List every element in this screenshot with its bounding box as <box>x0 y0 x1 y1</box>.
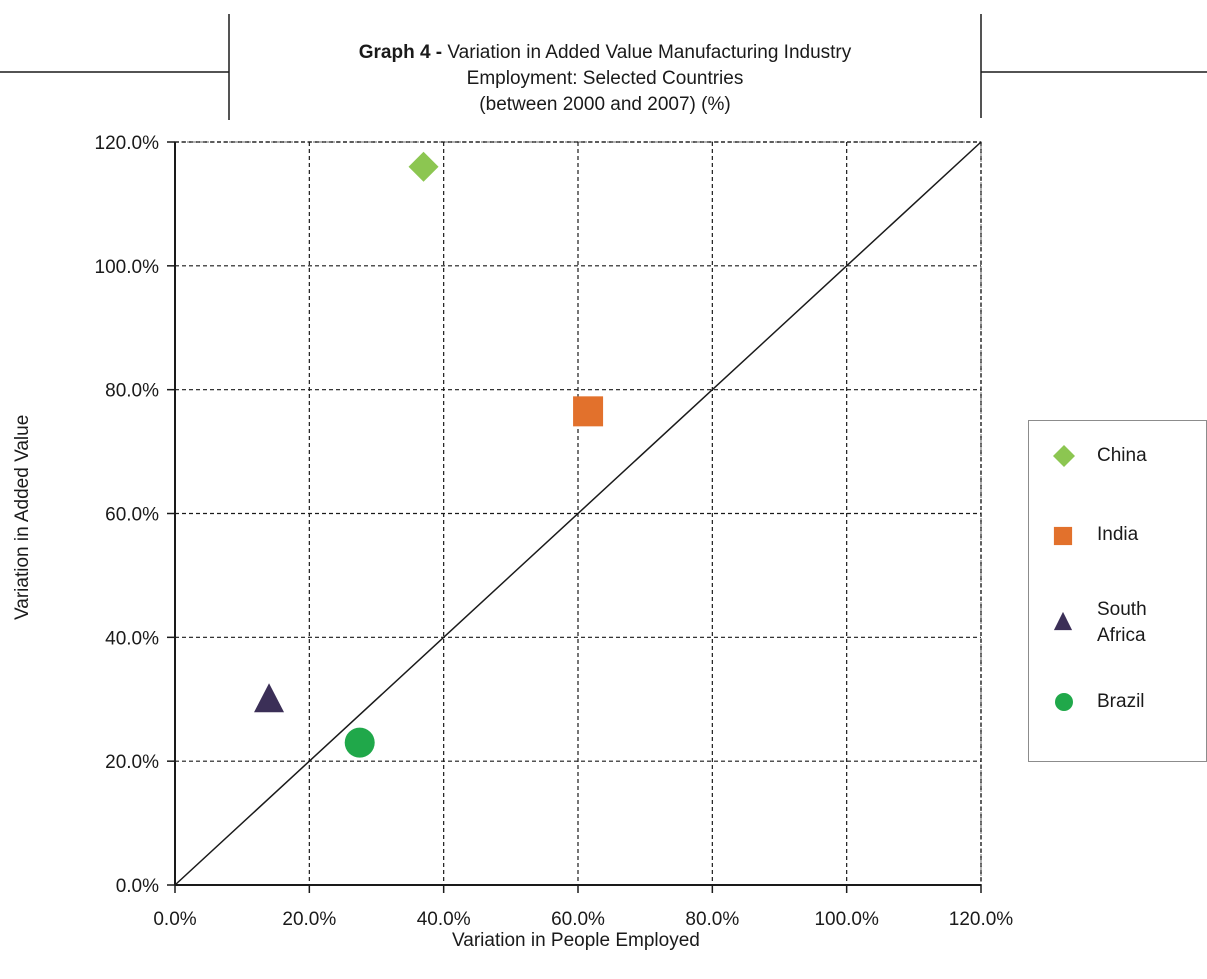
legend-diamond-icon <box>1053 445 1075 467</box>
title-line-1: Graph 4 - Variation in Added Value Manuf… <box>229 40 981 66</box>
x-tick-label: 80.0% <box>685 909 739 930</box>
y-tick-label: 40.0% <box>105 628 159 649</box>
data-point-brazil <box>344 727 375 758</box>
legend-triangle-icon <box>1053 611 1073 631</box>
y-tick-label: 60.0% <box>105 505 159 526</box>
y-tick-label: 100.0% <box>95 257 160 278</box>
data-points <box>254 151 604 758</box>
legend-label-india: India <box>1097 524 1139 545</box>
y-tick-label: 0.0% <box>116 876 159 897</box>
x-tick-label: 100.0% <box>814 909 879 930</box>
x-tick-label: 0.0% <box>153 909 196 930</box>
chart-title: Graph 4 - Variation in Added Value Manuf… <box>229 40 981 118</box>
x-tick-label: 20.0% <box>282 909 336 930</box>
title-bold-prefix: Graph 4 - <box>358 42 443 63</box>
data-point-india <box>573 396 604 427</box>
legend-square-icon <box>1053 526 1073 546</box>
y-tick-label: 20.0% <box>105 752 159 773</box>
data-point-south-africa <box>254 683 285 713</box>
data-point-china <box>408 151 439 182</box>
legend-label-south-africa: South Africa <box>1097 599 1147 646</box>
legend-circle-icon <box>1055 693 1073 711</box>
reference-line <box>174 141 982 886</box>
y-axis-title: Variation in Added Value <box>12 414 33 620</box>
x-tick-label: 60.0% <box>551 909 605 930</box>
x-tick-label: 40.0% <box>417 909 471 930</box>
reference-line-layer <box>174 141 982 886</box>
axes <box>167 141 982 893</box>
legend-label-china: China <box>1097 445 1147 466</box>
title-line-1-text: Variation in Added Value Manufacturing I… <box>447 42 852 63</box>
tick-labels: 0.0% 20.0% 40.0% 60.0% 80.0% 100.0% 120.0% 0.0%… <box>95 133 1014 930</box>
legend: China India South Africa Brazil <box>1028 420 1207 762</box>
title-line-3: (between 2000 and 2007) (%) <box>479 94 731 115</box>
x-axis-title: Variation in People Employed <box>452 930 700 951</box>
x-tick-label: 120.0% <box>949 909 1014 930</box>
legend-label-brazil: Brazil <box>1097 691 1145 712</box>
y-tick-label: 120.0% <box>95 133 160 154</box>
title-line-2: Employment: Selected Countries <box>466 68 744 89</box>
y-tick-label: 80.0% <box>105 381 159 402</box>
